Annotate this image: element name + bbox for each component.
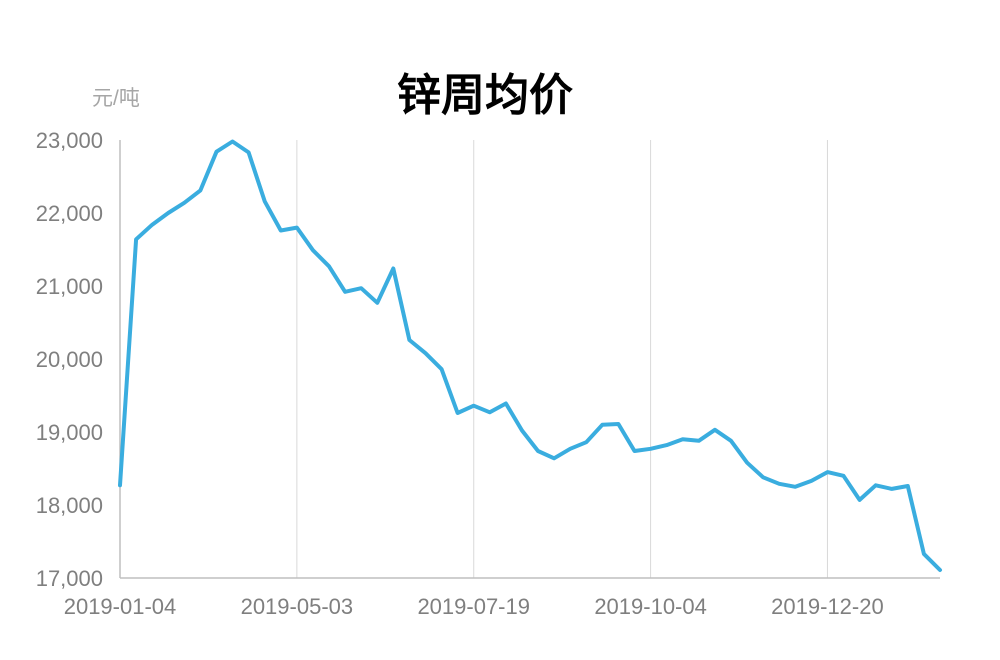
y-tick-label: 17,000 bbox=[36, 566, 103, 591]
data-point bbox=[359, 286, 363, 290]
data-point bbox=[118, 483, 122, 487]
y-tick-label: 22,000 bbox=[36, 201, 103, 226]
data-point bbox=[327, 264, 331, 268]
x-tick-label: 2019-10-04 bbox=[594, 594, 707, 619]
data-point bbox=[633, 449, 637, 453]
axes bbox=[119, 140, 940, 579]
data-point bbox=[729, 439, 733, 443]
data-point bbox=[198, 188, 202, 192]
data-point bbox=[472, 404, 476, 408]
data-point bbox=[166, 211, 170, 215]
data-point bbox=[826, 470, 830, 474]
data-point bbox=[263, 199, 267, 203]
x-tick-label: 2019-12-20 bbox=[771, 594, 884, 619]
data-point bbox=[874, 483, 878, 487]
data-point bbox=[424, 351, 428, 355]
data-point bbox=[922, 552, 926, 556]
data-point bbox=[938, 568, 942, 572]
data-point bbox=[375, 301, 379, 305]
data-point bbox=[600, 423, 604, 427]
data-point bbox=[858, 498, 862, 502]
data-point bbox=[215, 150, 219, 154]
data-point bbox=[697, 439, 701, 443]
data-point bbox=[134, 237, 138, 241]
data-point bbox=[311, 248, 315, 252]
data-point bbox=[809, 479, 813, 483]
y-tick-label: 19,000 bbox=[36, 420, 103, 445]
y-axis-unit-label: 元/吨 bbox=[92, 87, 140, 110]
x-tick-label: 2019-07-19 bbox=[417, 594, 530, 619]
data-point bbox=[713, 428, 717, 432]
data-point bbox=[440, 367, 444, 371]
data-point bbox=[279, 229, 283, 233]
data-point bbox=[520, 429, 524, 433]
data-point bbox=[616, 422, 620, 426]
data-point bbox=[456, 411, 460, 415]
x-axis-ticks: 2019-01-04 2019-05-03 2019-07-19 2019-10-04… bbox=[64, 594, 884, 619]
data-point bbox=[649, 447, 653, 451]
y-tick-label: 18,000 bbox=[36, 493, 103, 518]
data-point bbox=[842, 474, 846, 478]
data-point bbox=[247, 150, 251, 154]
data-point bbox=[745, 461, 749, 465]
data-point bbox=[343, 290, 347, 294]
data-point bbox=[665, 443, 669, 447]
data-point bbox=[407, 338, 411, 342]
data-point bbox=[391, 267, 395, 271]
y-tick-label: 20,000 bbox=[36, 347, 103, 372]
x-tick-label: 2019-01-04 bbox=[64, 594, 177, 619]
data-point bbox=[906, 484, 910, 488]
data-point bbox=[793, 485, 797, 489]
data-point bbox=[890, 487, 894, 491]
y-tick-label: 21,000 bbox=[36, 274, 103, 299]
data-point bbox=[488, 410, 492, 414]
data-point bbox=[761, 475, 765, 479]
data-point bbox=[681, 437, 685, 441]
data-point bbox=[568, 447, 572, 451]
data-point bbox=[552, 456, 556, 460]
gridlines bbox=[296, 140, 828, 578]
data-point bbox=[150, 223, 154, 227]
y-axis-ticks: 17,000 18,000 19,000 20,000 21,000 22,000 23,0… bbox=[36, 128, 103, 591]
data-point bbox=[536, 449, 540, 453]
data-point bbox=[777, 482, 781, 486]
data-point bbox=[231, 140, 235, 144]
data-point bbox=[504, 402, 508, 406]
data-point bbox=[295, 226, 299, 230]
series-layer bbox=[118, 139, 942, 572]
series-line bbox=[118, 139, 942, 572]
y-tick-label: 23,000 bbox=[36, 128, 103, 153]
data-point bbox=[584, 440, 588, 444]
data-point bbox=[182, 201, 186, 205]
x-tick-label: 2019-05-03 bbox=[241, 594, 354, 619]
chart-title: 锌周均价 bbox=[397, 70, 573, 121]
